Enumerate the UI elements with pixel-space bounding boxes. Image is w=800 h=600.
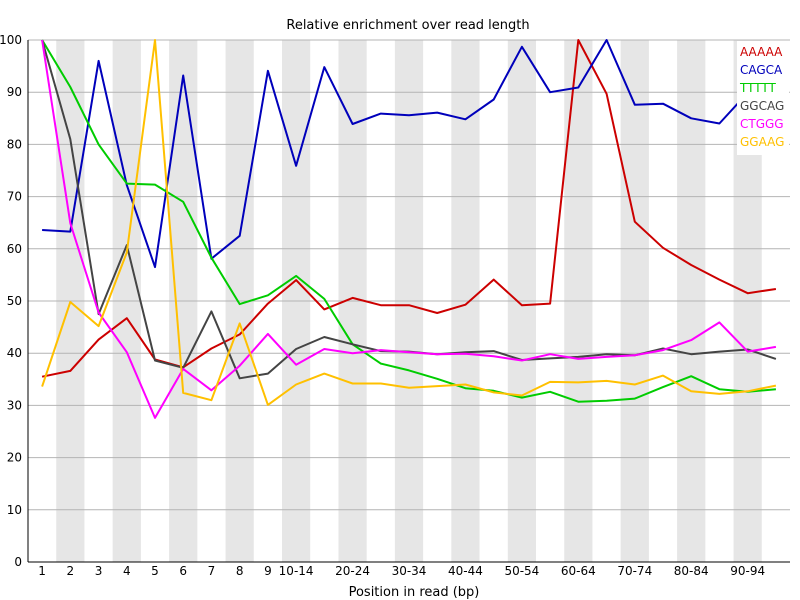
x-tick-label: 4 [123,564,131,578]
series-line-ctggg [41,39,777,419]
x-tick-label: 9 [264,564,272,578]
x-tick-label: 30-34 [392,564,427,578]
y-tick-label: 10 [7,503,22,517]
y-tick-label: 50 [7,294,22,308]
x-axis-ticks: 1 2 3 4 5 6 7 8 9 10-14 20-24 30-34 40-44 50-54 60-64 7… [38,564,765,578]
series-line-ttttt [41,39,776,403]
x-tick-label: 8 [236,564,244,578]
x-tick-label: 80-84 [674,564,709,578]
legend-entry: GGAAG [740,135,784,149]
x-tick-label: 20-24 [335,564,370,578]
series-lines [41,39,777,419]
series-line-ggaag [41,39,777,406]
x-tick-label: 50-54 [504,564,539,578]
x-tick-label: 5 [151,564,159,578]
y-tick-label: 60 [7,242,22,256]
chart-title: Relative enrichment over read length [286,18,529,33]
x-axis-label: Position in read (bp) [349,585,480,600]
x-tick-label: 2 [67,564,75,578]
y-axis-ticks: 0 10 20 30 40 50 60 70 80 90 100 [0,33,22,569]
x-tick-label: 70-74 [617,564,652,578]
x-tick-label: 6 [179,564,187,578]
y-tick-label: 90 [7,85,22,99]
x-tick-label: 7 [208,564,216,578]
series-line-cagca [42,39,777,269]
legend-entry: CTGGG [740,117,784,131]
legend-entry: AAAAA [740,45,783,59]
legend-box [737,41,789,155]
legend-entry: CAGCA [740,63,783,77]
y-tick-label: 80 [7,137,22,151]
x-tick-label: 10-14 [279,564,314,578]
legend-entry: TTTTT [739,81,776,95]
y-tick-label: 0 [14,555,22,569]
y-tick-label: 40 [7,346,22,360]
x-tick-label: 1 [38,564,46,578]
legend-entry: GGCAG [740,99,784,113]
x-tick-label: 60-64 [561,564,596,578]
x-tick-label: 3 [95,564,103,578]
axes [27,40,790,563]
y-tick-label: 70 [7,190,22,204]
x-tick-label: 40-44 [448,564,483,578]
y-tick-label: 100 [0,33,22,47]
y-tick-label: 30 [7,398,22,412]
y-tick-label: 20 [7,451,22,465]
x-tick-label: 90-94 [730,564,765,578]
legend: AAAAA CAGCA TTTTT GGCAG CTGGG GGAAG [737,41,789,155]
